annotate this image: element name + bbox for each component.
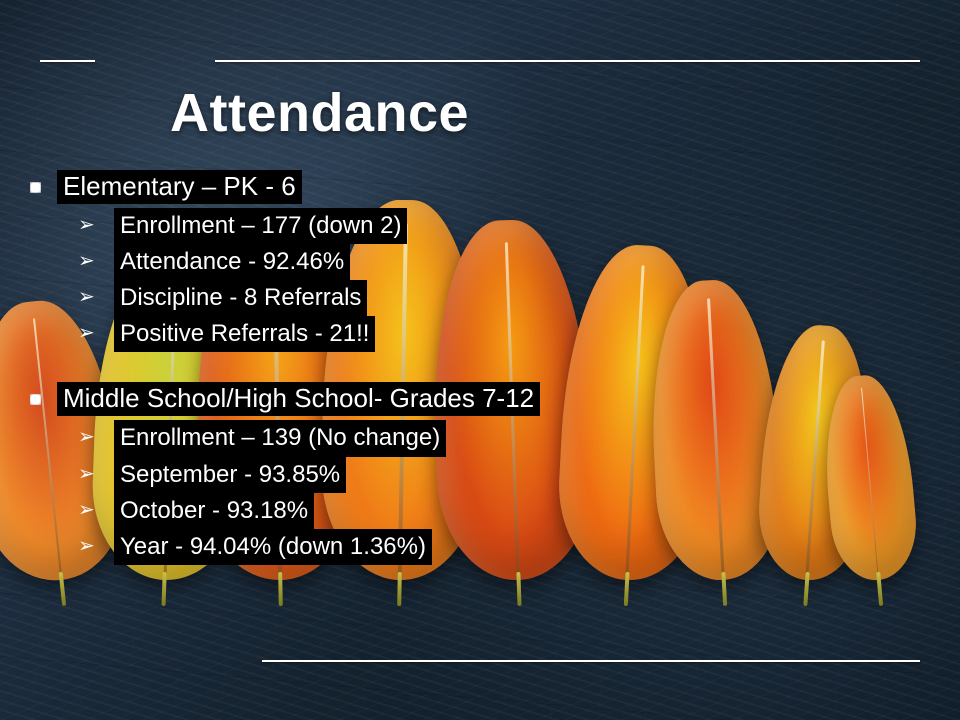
chevron-bullet-icon: ➢: [78, 215, 96, 235]
sub-item: ➢ Enrollment – 177 (down 2): [78, 208, 920, 244]
section-heading-text: Elementary – PK - 6: [57, 170, 302, 204]
sub-item-text: Attendance - 92.46%: [114, 244, 350, 280]
sub-item: ➢ September - 93.85%: [78, 457, 920, 493]
sub-item-text: Positive Referrals - 21!!: [114, 316, 375, 352]
chevron-bullet-icon: ➢: [78, 464, 96, 484]
slide-title: Attendance: [170, 82, 469, 144]
sub-item: ➢ October - 93.18%: [78, 493, 920, 529]
divider-bottom: [262, 660, 920, 662]
sub-item-text: September - 93.85%: [114, 457, 346, 493]
sub-item: ➢ Year - 94.04% (down 1.36%): [78, 529, 920, 565]
slide-content: Elementary – PK - 6 ➢ Enrollment – 177 (do…: [26, 166, 920, 595]
sub-item-text: October - 93.18%: [114, 493, 314, 529]
sub-item: ➢ Discipline - 8 Referrals: [78, 280, 920, 316]
chevron-bullet-icon: ➢: [78, 500, 96, 520]
sub-item-text: Year - 94.04% (down 1.36%): [114, 529, 432, 565]
section-sublist: ➢ Enrollment – 139 (No change) ➢ September …: [78, 420, 920, 564]
diamond-bullet-icon: [25, 176, 46, 197]
chevron-bullet-icon: ➢: [78, 536, 96, 556]
chevron-bullet-icon: ➢: [78, 287, 96, 307]
section-heading: Middle School/High School- Grades 7-12: [26, 382, 920, 416]
chevron-bullet-icon: ➢: [78, 427, 96, 447]
sub-item: ➢ Attendance - 92.46%: [78, 244, 920, 280]
sub-item-text: Enrollment – 139 (No change): [114, 420, 446, 456]
sub-item: ➢ Enrollment – 139 (No change): [78, 420, 920, 456]
sub-item: ➢ Positive Referrals - 21!!: [78, 316, 920, 352]
diamond-bullet-icon: [25, 389, 46, 410]
divider-top: [215, 60, 920, 62]
sub-item-text: Enrollment – 177 (down 2): [114, 208, 407, 244]
chevron-bullet-icon: ➢: [78, 251, 96, 271]
section-heading: Elementary – PK - 6: [26, 170, 920, 204]
chevron-bullet-icon: ➢: [78, 323, 96, 343]
sub-item-text: Discipline - 8 Referrals: [114, 280, 367, 316]
section-sublist: ➢ Enrollment – 177 (down 2) ➢ Attendance - …: [78, 208, 920, 352]
section-heading-text: Middle School/High School- Grades 7-12: [57, 382, 540, 416]
divider-top-stub: [40, 60, 95, 62]
